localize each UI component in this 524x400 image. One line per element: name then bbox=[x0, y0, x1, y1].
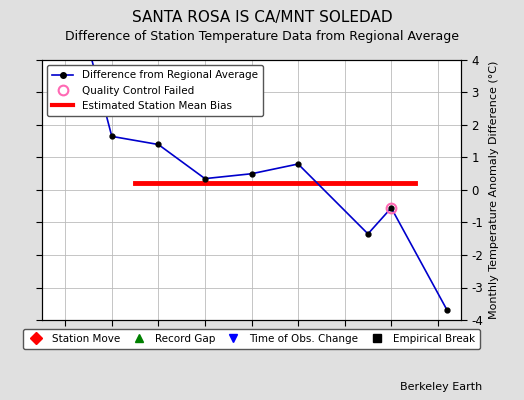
Y-axis label: Monthly Temperature Anomaly Difference (°C): Monthly Temperature Anomaly Difference (… bbox=[489, 61, 499, 319]
Text: Berkeley Earth: Berkeley Earth bbox=[400, 382, 482, 392]
Text: Difference of Station Temperature Data from Regional Average: Difference of Station Temperature Data f… bbox=[65, 30, 459, 43]
Text: SANTA ROSA IS CA/MNT SOLEDAD: SANTA ROSA IS CA/MNT SOLEDAD bbox=[132, 10, 392, 25]
Legend: Difference from Regional Average, Quality Control Failed, Estimated Station Mean: Difference from Regional Average, Qualit… bbox=[47, 65, 263, 116]
Legend: Station Move, Record Gap, Time of Obs. Change, Empirical Break: Station Move, Record Gap, Time of Obs. C… bbox=[23, 329, 480, 349]
